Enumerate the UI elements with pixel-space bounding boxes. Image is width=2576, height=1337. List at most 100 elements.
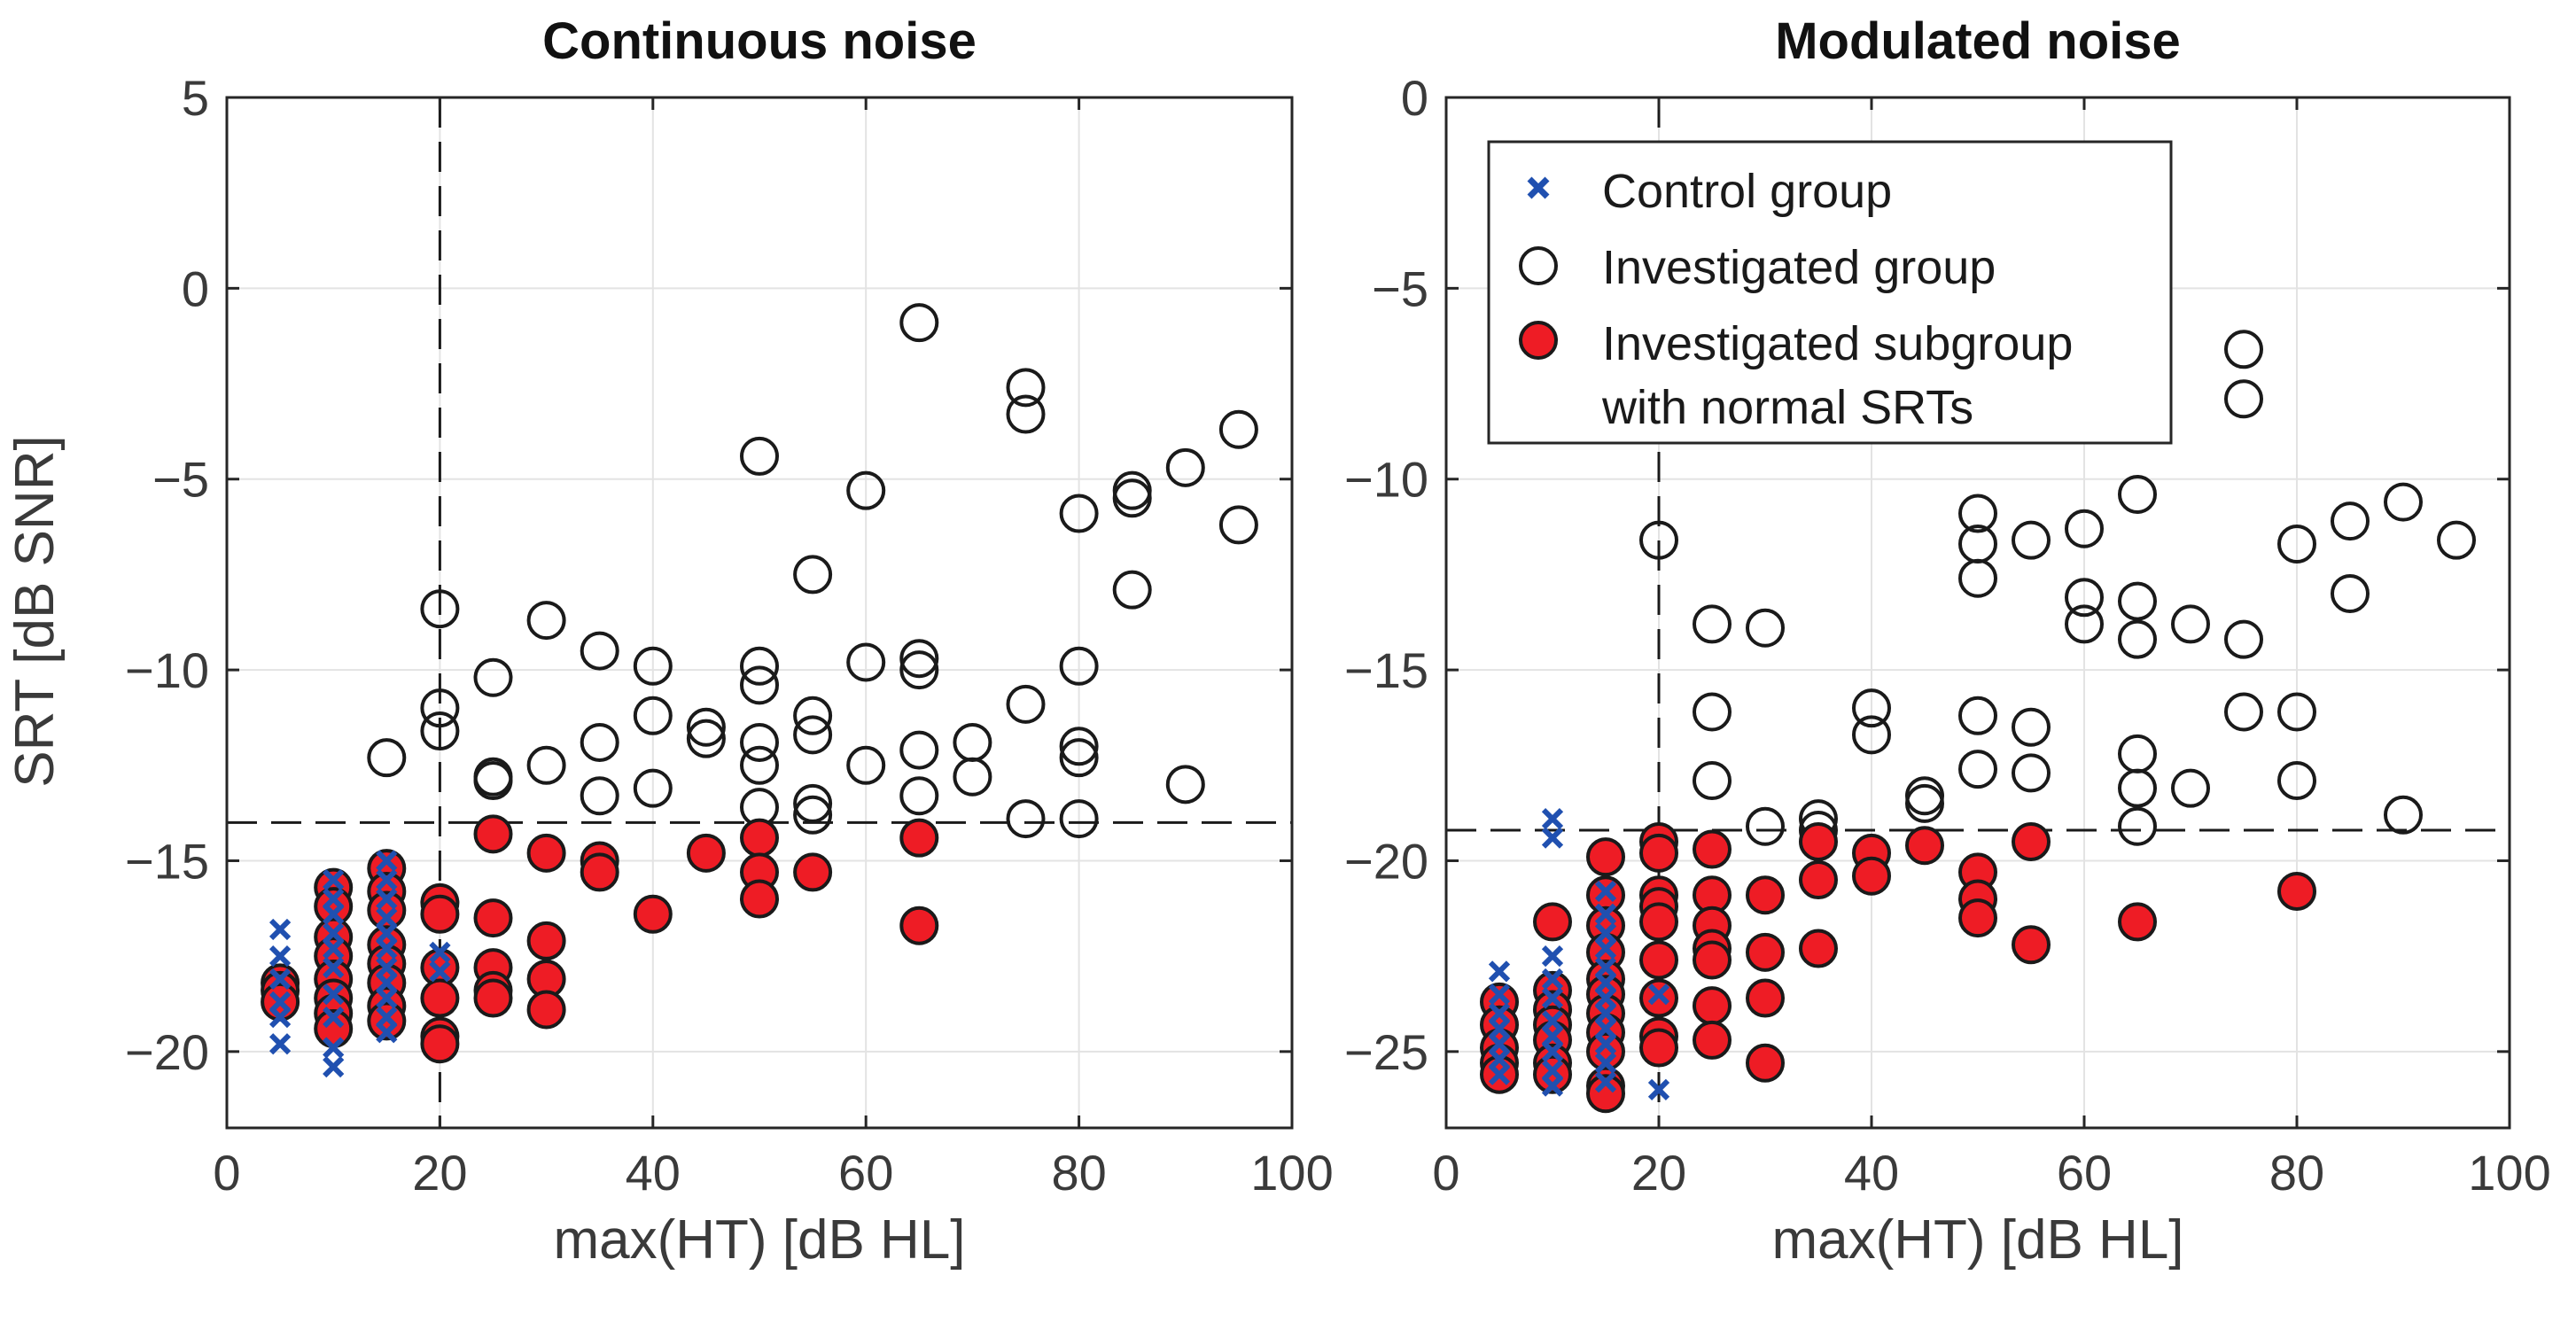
point-investigated — [420, 589, 460, 629]
point-subgroup — [2277, 871, 2316, 911]
x-tick-label: 80 — [2269, 1145, 2324, 1201]
x-tick-label: 60 — [838, 1145, 893, 1201]
point-investigated — [899, 730, 939, 770]
point-control — [376, 1022, 398, 1044]
y-tick-label: −15 — [125, 833, 209, 889]
point-control — [1594, 880, 1617, 903]
point-investigated — [1693, 761, 1732, 801]
x-tick-label: 100 — [2468, 1145, 2550, 1201]
point-investigated — [1218, 409, 1258, 449]
point-investigated — [1112, 478, 1152, 518]
point-subgroup — [1639, 978, 1678, 1018]
point-investigated — [1958, 750, 1997, 789]
point-investigated — [846, 470, 886, 510]
y-tick-label: −10 — [1344, 452, 1428, 508]
point-subgroup — [1639, 833, 1678, 873]
x-tick-label: 40 — [626, 1145, 681, 1201]
point-subgroup — [633, 894, 673, 934]
point-investigated — [953, 757, 992, 797]
point-investigated — [2171, 604, 2210, 644]
point-subgroup — [793, 852, 833, 892]
point-subgroup — [1533, 1054, 1572, 1094]
point-investigated — [1958, 558, 1997, 598]
point-control — [376, 987, 398, 1009]
point-investigated — [1059, 738, 1099, 778]
point-control — [1488, 983, 1511, 1006]
y-tick-label: −25 — [1344, 1024, 1428, 1080]
point-subgroup — [580, 852, 619, 892]
x-tick-label: 100 — [1250, 1145, 1333, 1201]
point-subgroup — [1639, 940, 1678, 980]
point-subgroup — [1693, 940, 1732, 980]
point-subgroup — [1799, 860, 1838, 900]
point-control — [1594, 937, 1617, 960]
point-investigated — [899, 303, 939, 343]
point-investigated — [740, 646, 779, 686]
point-subgroup — [1746, 875, 1785, 915]
point-control — [1594, 1033, 1617, 1055]
point-subgroup — [1586, 1074, 1625, 1114]
point-investigated — [526, 745, 566, 785]
legend-box — [1487, 140, 2173, 445]
chart-title: Continuous noise — [542, 12, 977, 70]
point-investigated — [1112, 570, 1152, 610]
y-tick-label: −5 — [1372, 260, 1428, 316]
point-subgroup — [473, 814, 513, 854]
legend-marker-investigated-icon — [1519, 246, 1558, 285]
point-subgroup — [899, 906, 939, 945]
point-control — [376, 868, 398, 891]
point-investigated — [2118, 806, 2157, 846]
point-investigated — [2224, 379, 2263, 419]
point-subgroup — [526, 921, 566, 960]
point-investigated — [1006, 368, 1046, 408]
point-investigated — [2118, 474, 2157, 514]
point-investigated — [1693, 604, 1732, 644]
y-tick-label: 0 — [1401, 70, 1428, 126]
point-control — [1488, 1063, 1511, 1085]
point-investigated — [793, 715, 833, 755]
point-investigated — [793, 795, 833, 835]
point-control — [1541, 1075, 1564, 1097]
point-subgroup — [1799, 821, 1838, 861]
point-control — [429, 941, 451, 963]
point-investigated — [1006, 394, 1046, 434]
point-subgroup — [1905, 826, 1944, 866]
point-investigated — [2277, 692, 2316, 732]
point-subgroup — [1586, 837, 1625, 877]
point-subgroup — [473, 898, 513, 938]
point-investigated — [686, 707, 726, 747]
point-investigated — [633, 768, 673, 808]
x-tick-label: 40 — [1844, 1145, 1899, 1201]
point-investigated — [2118, 619, 2157, 659]
point-investigated — [420, 711, 460, 751]
point-investigated — [686, 719, 726, 758]
point-investigated — [1165, 447, 1205, 487]
point-control — [1541, 945, 1564, 968]
point-subgroup — [1693, 986, 1732, 1026]
point-investigated — [1852, 715, 1891, 755]
legend-label-investigated: Investigated group — [1602, 241, 1996, 294]
point-control — [1541, 968, 1564, 991]
point-investigated — [1059, 727, 1099, 766]
point-investigated — [1059, 494, 1099, 533]
y-tick-label: 5 — [182, 70, 209, 126]
point-subgroup — [1958, 898, 1997, 938]
point-investigated — [1165, 765, 1205, 805]
point-control — [1488, 960, 1511, 983]
point-investigated — [2277, 524, 2316, 564]
point-investigated — [899, 639, 939, 679]
chart-panel-continuous-noise: 0 20 40 60 80 100 5 0 −5 −10 −15 −20 Continuous noi… — [4, 12, 1334, 1271]
axes-frame — [225, 96, 1294, 1130]
point-control — [268, 1033, 292, 1055]
x-tick-label: 0 — [1432, 1145, 1459, 1201]
point-investigated — [580, 631, 619, 671]
point-investigated — [2331, 573, 2370, 613]
legend-marker-control-icon — [1527, 176, 1550, 199]
point-control — [268, 945, 292, 968]
point-investigated — [899, 776, 939, 816]
point-investigated — [1059, 799, 1099, 839]
point-investigated — [793, 696, 833, 735]
y-tick-label: −20 — [1344, 833, 1428, 889]
axis-ticks: 0 20 40 60 80 100 5 0 −5 −10 −15 −20 — [125, 70, 1334, 1201]
x-tick-label: 80 — [1051, 1145, 1106, 1201]
